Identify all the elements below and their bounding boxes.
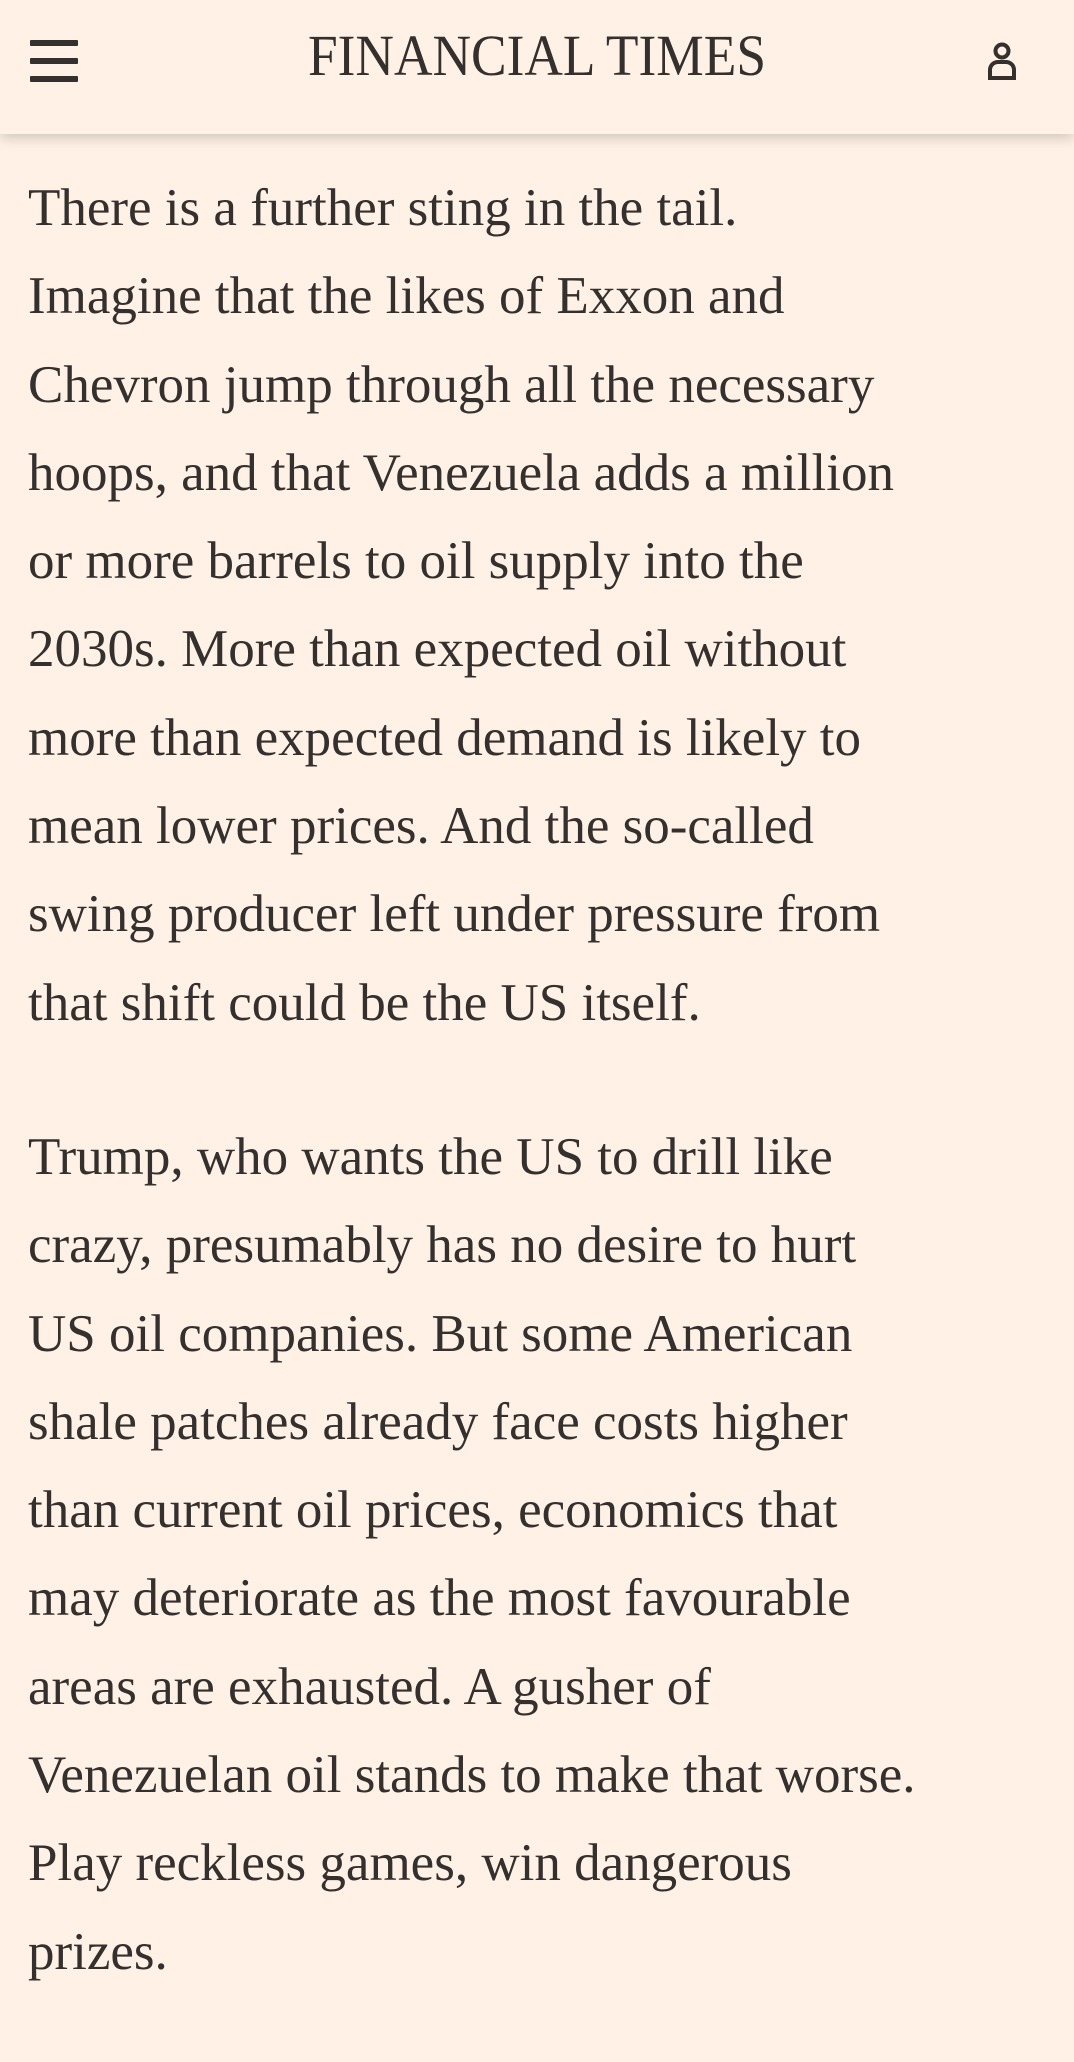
text-line: or more barrels to oil supply into the xyxy=(28,532,804,591)
text-line: that shift could be the US itself. xyxy=(28,973,701,1032)
article-body: There is a further sting in the tail. Im… xyxy=(28,164,1058,2062)
ft-logo[interactable]: FINANCIAL TIMES xyxy=(307,23,767,88)
text-line: prizes. xyxy=(28,1922,168,1981)
text-line: Imagine that the likes of Exxon and xyxy=(28,267,785,326)
text-line: shale patches already face costs higher xyxy=(28,1392,848,1451)
user-icon[interactable] xyxy=(980,36,1024,86)
text-line: may deteriorate as the most favourable xyxy=(28,1569,851,1628)
text-line: more than expected demand is likely to xyxy=(28,708,862,767)
text-line: 2030s. More than expected oil without xyxy=(28,620,847,679)
text-line: areas are exhausted. A gusher of xyxy=(28,1657,711,1716)
text-line: Venezuelan oil stands to make that worse… xyxy=(28,1746,916,1805)
text-line: Play reckless games, win dangerous xyxy=(28,1834,792,1893)
text-line: mean lower prices. And the so-called xyxy=(28,797,814,856)
text-line: Chevron jump through all the necessary xyxy=(28,355,875,414)
text-line: swing producer left under pressure from xyxy=(28,885,881,944)
text-line: US oil companies. But some American xyxy=(28,1304,853,1363)
hamburger-menu-icon[interactable] xyxy=(28,36,82,86)
top-nav-bar: FINANCIAL TIMES xyxy=(0,0,1074,134)
text-line: crazy, presumably has no desire to hurt xyxy=(28,1216,857,1275)
paragraph: Trump, who wants the US to drill like cr… xyxy=(28,1113,1058,1996)
paragraph: There is a further sting in the tail. Im… xyxy=(28,164,1058,1047)
text-line: than current oil prices, economics that xyxy=(28,1481,838,1540)
text-line: There is a further sting in the tail. xyxy=(28,179,738,237)
text-line: Trump, who wants the US to drill like xyxy=(28,1127,833,1186)
text-line: hoops, and that Venezuela adds a million xyxy=(28,443,894,502)
